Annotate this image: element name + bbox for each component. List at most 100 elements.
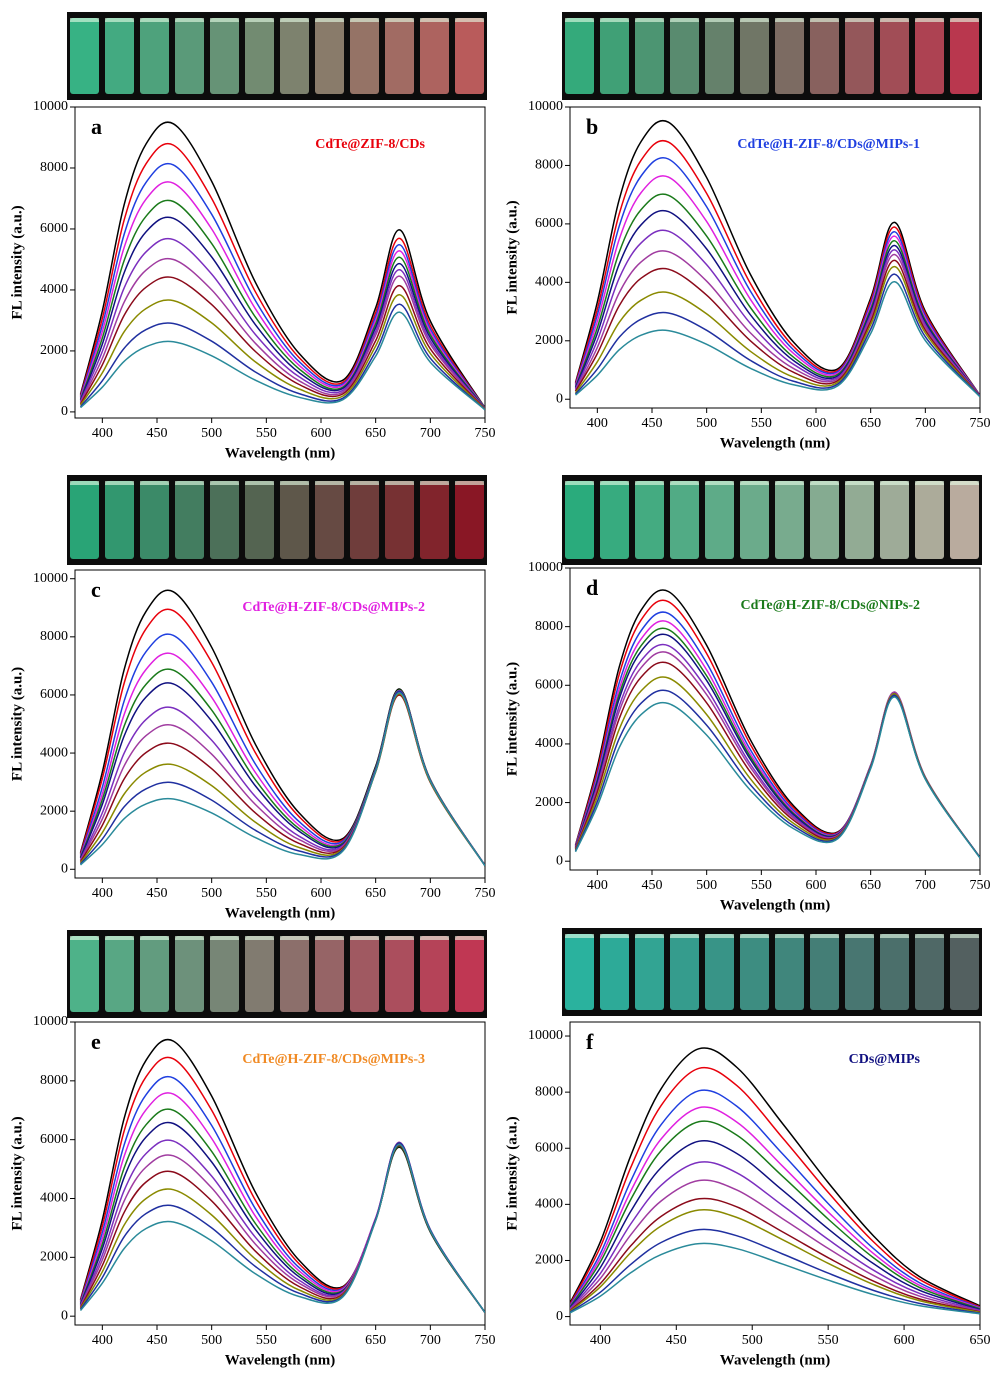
x-tick-label: 400 — [590, 1333, 611, 1348]
y-tick-label: 4000 — [535, 1197, 563, 1212]
spectrum-line — [79, 1141, 485, 1314]
vial-highlight — [915, 481, 944, 485]
vial — [245, 936, 274, 1012]
x-tick-label: 550 — [256, 1333, 277, 1348]
y-tick-label: 6000 — [535, 678, 563, 693]
plot-frame — [74, 106, 486, 419]
vial-highlight — [385, 936, 414, 940]
x-tick-label: 600 — [311, 426, 332, 441]
vial-highlight — [635, 18, 664, 22]
vial — [280, 936, 309, 1012]
vial-highlight — [880, 18, 909, 22]
spectrum-line — [79, 1143, 485, 1314]
spectrum-line — [570, 1228, 980, 1314]
y-tick-label: 10000 — [33, 99, 68, 114]
x-tick-label: 650 — [365, 426, 386, 441]
y-tick-label: 8000 — [535, 158, 563, 173]
y-tick-label: 0 — [556, 853, 563, 868]
y-tick-label: 6000 — [40, 687, 68, 702]
vial — [880, 934, 909, 1010]
vial-highlight — [280, 18, 309, 22]
spectrum-line — [570, 1208, 980, 1314]
vial — [385, 18, 414, 94]
vial — [455, 18, 484, 94]
vial — [705, 934, 734, 1010]
vial — [280, 18, 309, 94]
x-tick-label: 700 — [420, 426, 441, 441]
vial-highlight — [210, 936, 239, 940]
y-axis-label: FL intensity (a.u.) — [9, 1116, 25, 1230]
panel-label: c — [91, 577, 101, 602]
y-tick-label: 4000 — [40, 1191, 68, 1206]
panel: 0 2000 4000 6000 8000 10000 400 450 500 550 600 650… — [504, 12, 991, 451]
vial-highlight — [810, 18, 839, 22]
vial-highlight — [810, 934, 839, 938]
vial — [845, 18, 874, 94]
vial-highlight — [845, 481, 874, 485]
y-tick-label: 10000 — [528, 1028, 563, 1043]
vial — [140, 481, 169, 559]
vial — [565, 934, 594, 1010]
y-tick-label: 0 — [61, 862, 68, 877]
vial — [915, 481, 944, 559]
x-tick-label: 600 — [806, 416, 827, 431]
vial-highlight — [670, 481, 699, 485]
vial — [845, 934, 874, 1010]
spectrum-line — [79, 682, 485, 866]
vial — [740, 18, 769, 94]
vial — [420, 18, 449, 94]
vial — [775, 481, 804, 559]
vial — [880, 481, 909, 559]
vial-highlight — [245, 936, 274, 940]
x-tick-label: 450 — [642, 416, 663, 431]
vial-highlight — [105, 481, 134, 485]
spectrum-line — [574, 620, 980, 859]
vial-highlight — [775, 934, 804, 938]
vial-highlight — [70, 18, 99, 22]
y-tick-label: 2000 — [40, 1250, 68, 1265]
vial — [315, 481, 344, 559]
panel: 0 2000 4000 6000 8000 10000 400 450 500 550 600 650… — [9, 475, 496, 921]
spectrum-line — [79, 1139, 485, 1314]
y-tick-label: 10000 — [33, 1014, 68, 1029]
vial-highlight — [670, 934, 699, 938]
vial — [670, 18, 699, 94]
vial-highlight — [280, 481, 309, 485]
vial — [245, 481, 274, 559]
x-tick-label: 500 — [201, 1333, 222, 1348]
vial — [600, 18, 629, 94]
panel-label: d — [586, 575, 598, 600]
vial — [210, 18, 239, 94]
vial — [670, 481, 699, 559]
spectrum-line — [79, 121, 485, 409]
vial-highlight — [350, 936, 379, 940]
vial — [950, 481, 979, 559]
vial — [105, 936, 134, 1012]
y-tick-label: 4000 — [535, 275, 563, 290]
plot-frame — [74, 1021, 486, 1326]
panel: 0 2000 4000 6000 8000 10000 400 450 500 550 600 650… — [9, 930, 496, 1368]
vial-highlight — [740, 934, 769, 938]
y-tick-label: 8000 — [535, 1084, 563, 1099]
vial — [455, 936, 484, 1012]
panel: 0 2000 4000 6000 8000 10000 400 450 500 550 600 650… — [504, 475, 991, 913]
spectrum-line — [574, 651, 980, 859]
spectrum-line — [574, 627, 980, 859]
vial-highlight — [810, 481, 839, 485]
x-tick-label: 750 — [970, 878, 991, 893]
x-axis-label: Wavelength (nm) — [225, 1352, 335, 1368]
spectrum-line — [574, 265, 980, 398]
vial — [950, 934, 979, 1010]
vial-highlight — [880, 934, 909, 938]
vial-highlight — [420, 481, 449, 485]
photo — [67, 475, 487, 565]
vial-highlight — [350, 18, 379, 22]
plot-frame — [569, 1021, 981, 1326]
x-tick-label: 600 — [311, 1333, 332, 1348]
spectrum-line — [79, 1108, 485, 1314]
vial-highlight — [950, 18, 979, 22]
spectrum-line — [79, 216, 485, 410]
x-tick-label: 500 — [201, 426, 222, 441]
spectrum-line — [79, 276, 485, 410]
